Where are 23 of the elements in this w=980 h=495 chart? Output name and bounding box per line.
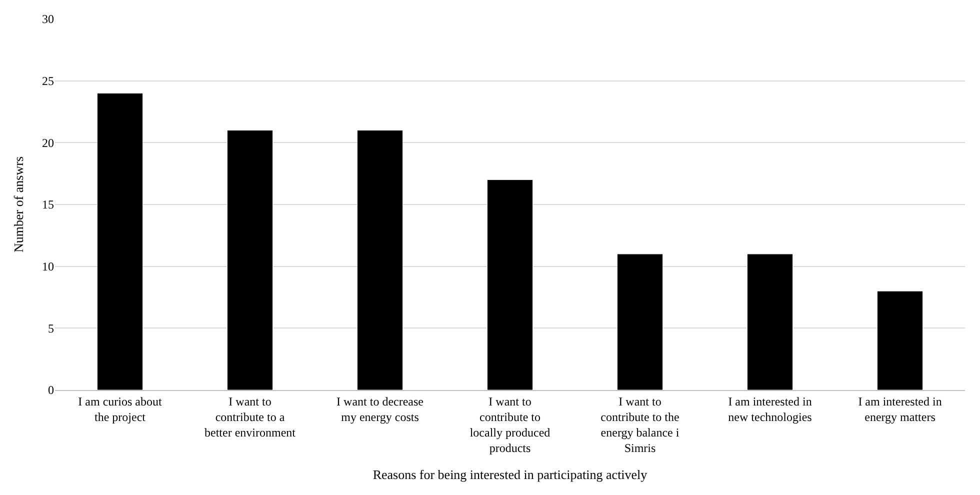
bar bbox=[227, 130, 273, 390]
x-tick-label: I am interested in energy matters bbox=[858, 394, 942, 424]
x-tick-label: I want to decrease my energy costs bbox=[336, 394, 424, 424]
bar bbox=[617, 254, 663, 390]
y-tick-label: 15 bbox=[42, 198, 54, 212]
y-tick-label: 5 bbox=[48, 321, 54, 336]
bar bbox=[747, 254, 793, 390]
y-tick-label: 20 bbox=[42, 136, 54, 150]
x-tick-label: I am interested in new technologies bbox=[728, 394, 812, 424]
y-axis-title: Number of answrs bbox=[10, 156, 26, 253]
bar bbox=[487, 180, 533, 390]
bar bbox=[357, 130, 403, 390]
y-tick-label: 0 bbox=[48, 383, 54, 398]
y-tick-label: 30 bbox=[42, 12, 54, 26]
bar bbox=[877, 290, 923, 390]
x-tick-label: I want to contribute to a better environment bbox=[204, 394, 296, 440]
x-axis-title: Reasons for being interested in participating actively bbox=[372, 466, 648, 482]
y-tick-label: 25 bbox=[42, 74, 54, 88]
x-tick-label: I want to contribute to locally produced products bbox=[470, 394, 550, 456]
y-tick-label: 10 bbox=[42, 260, 54, 274]
x-tick-label: I am curios about the project bbox=[78, 394, 162, 424]
x-tick-label: I want to contribute to the energy balance i Simris bbox=[600, 394, 680, 456]
bar bbox=[97, 92, 143, 390]
